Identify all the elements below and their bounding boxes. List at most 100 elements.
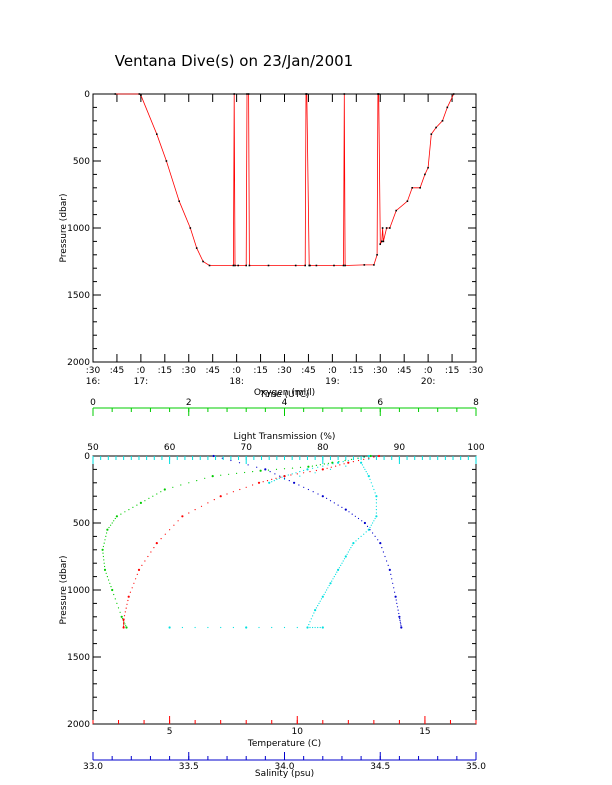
data-point-interp <box>337 504 339 506</box>
axis-tick-label: 34.5 <box>370 762 390 772</box>
data-point-interp <box>156 493 158 495</box>
data-point-interp <box>369 526 371 529</box>
data-point-interp <box>329 500 332 502</box>
data-point-interp <box>288 480 290 482</box>
data-point <box>352 542 355 545</box>
axis-tick-label: 100 <box>467 443 484 453</box>
data-point-interp <box>105 535 107 538</box>
data-point-interp <box>252 471 254 473</box>
data-point-interp <box>152 495 154 497</box>
data-point <box>375 515 378 518</box>
data-point-interp <box>116 602 118 605</box>
data-point-interp <box>291 467 294 469</box>
data-point-interp <box>226 493 228 495</box>
data-point <box>181 515 184 518</box>
data-point-interp <box>196 480 198 482</box>
data-point <box>139 501 142 504</box>
data-point <box>388 568 391 572</box>
data-point-interp <box>333 576 335 578</box>
data-point-interp <box>111 522 113 524</box>
data-point-interp <box>117 607 120 609</box>
data-point-interp <box>104 565 106 568</box>
data-point-interp <box>269 471 271 473</box>
data-point <box>155 542 158 545</box>
data-point <box>122 626 125 629</box>
data-point-interp <box>366 525 369 528</box>
data-point-interp <box>346 553 348 555</box>
data-point <box>101 548 104 551</box>
data-point <box>267 264 270 267</box>
axis-tick-label: 15 <box>419 727 430 737</box>
y-tick-label: 2000 <box>67 358 90 368</box>
data-point-interp <box>349 549 351 551</box>
data-point-interp <box>108 526 110 529</box>
data-point-interp <box>374 517 376 520</box>
data-point <box>195 247 198 249</box>
data-point <box>375 495 378 498</box>
data-point-interp <box>323 463 325 465</box>
data-point-interp <box>386 560 388 562</box>
data-point-interp <box>310 618 312 620</box>
data-point <box>245 264 247 267</box>
data-point-interp <box>247 464 249 466</box>
data-point <box>259 469 262 472</box>
data-point <box>329 582 332 585</box>
data-point-interp <box>124 511 126 513</box>
axis-tick-label: 70 <box>240 443 252 453</box>
data-point-interp <box>279 476 281 478</box>
data-point <box>156 133 158 135</box>
data-point-interp <box>364 468 366 470</box>
data-point-interp <box>160 538 162 540</box>
data-point-interp <box>124 611 126 613</box>
data-point-interp <box>312 615 314 617</box>
data-point-interp <box>399 619 401 622</box>
data-point-interp <box>144 560 146 562</box>
data-point-interp <box>106 576 108 578</box>
data-point-interp <box>113 593 115 596</box>
data-point <box>137 568 141 572</box>
data-point <box>165 160 168 162</box>
axis-tick-label: 90 <box>394 443 406 453</box>
data-point-interp <box>106 532 108 534</box>
data-point <box>424 173 426 176</box>
data-point <box>208 264 211 267</box>
data-point-interp <box>332 463 334 465</box>
data-point-interp <box>123 615 126 617</box>
data-point-interp <box>350 458 353 460</box>
data-point-interp <box>345 465 347 467</box>
data-point <box>114 93 117 95</box>
data-point-interp <box>296 473 298 475</box>
data-point <box>344 555 347 558</box>
profile-panel: 0 500 1000 1500 2000 Pressure (dbar) 0 2 4 6 8 Oxyg… <box>59 388 486 779</box>
data-point-interp <box>375 505 377 507</box>
data-point-interp <box>399 621 401 623</box>
x-tick-hour-label: 16: <box>86 377 100 387</box>
y-tick-label: 1000 <box>67 586 90 596</box>
axis-oxygen: 0 2 4 6 8 Oxygen (ml/l) <box>90 388 479 416</box>
data-point-interp <box>207 502 209 504</box>
data-point-interp <box>299 475 301 477</box>
data-point <box>189 227 192 229</box>
data-point <box>264 468 267 471</box>
data-point-interp <box>303 469 305 472</box>
data-point <box>343 93 346 95</box>
data-point <box>367 454 370 458</box>
data-point-interp <box>129 591 131 593</box>
x-tick-label: :30 <box>86 366 101 376</box>
axis-tick-label: 35.0 <box>466 762 486 772</box>
data-point-interp <box>103 542 105 544</box>
data-point <box>127 595 130 598</box>
data-point <box>321 595 324 598</box>
data-point-interp <box>271 481 273 483</box>
data-point-interp <box>357 538 360 540</box>
data-point-interp <box>351 513 353 515</box>
data-point-interp <box>314 472 316 474</box>
data-point <box>363 521 366 525</box>
axis-tick-label: 2 <box>186 398 192 408</box>
data-point-interp <box>332 578 334 580</box>
x-tick-label: :30 <box>182 366 197 376</box>
data-point-interp <box>164 533 166 535</box>
data-point-interp <box>273 480 275 482</box>
data-point-interp <box>312 467 314 469</box>
data-point-interp <box>363 458 365 460</box>
